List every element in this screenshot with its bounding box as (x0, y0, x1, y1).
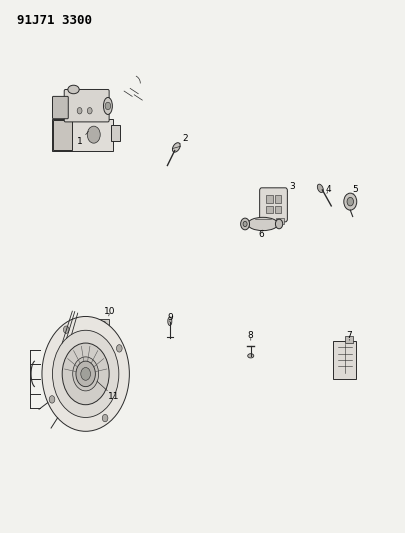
Circle shape (102, 414, 108, 422)
FancyBboxPatch shape (259, 188, 287, 222)
Circle shape (346, 197, 353, 206)
Bar (97, 319, 109, 329)
Circle shape (87, 126, 100, 143)
Circle shape (72, 357, 98, 391)
Circle shape (343, 193, 356, 210)
Circle shape (62, 343, 109, 405)
Ellipse shape (68, 85, 79, 94)
FancyBboxPatch shape (64, 90, 109, 122)
Circle shape (63, 326, 69, 334)
Ellipse shape (247, 217, 277, 231)
Circle shape (81, 368, 90, 380)
Text: 10: 10 (104, 307, 115, 316)
Bar (274, 206, 281, 213)
Ellipse shape (243, 221, 247, 227)
Ellipse shape (240, 218, 249, 230)
FancyBboxPatch shape (53, 120, 72, 150)
Ellipse shape (167, 317, 171, 326)
Bar (275, 218, 283, 224)
FancyBboxPatch shape (111, 125, 120, 141)
Bar (274, 195, 281, 203)
Ellipse shape (172, 143, 180, 152)
Ellipse shape (275, 219, 282, 229)
Circle shape (42, 317, 129, 431)
Circle shape (76, 361, 95, 386)
Ellipse shape (317, 184, 322, 192)
Text: 8: 8 (247, 331, 253, 340)
Bar (345, 336, 352, 343)
Text: 1: 1 (77, 137, 82, 146)
Text: 5: 5 (351, 185, 357, 194)
Circle shape (116, 345, 122, 352)
Circle shape (87, 108, 92, 114)
FancyBboxPatch shape (52, 119, 113, 151)
Bar (265, 206, 272, 213)
Circle shape (52, 330, 119, 417)
FancyBboxPatch shape (52, 96, 68, 119)
Ellipse shape (103, 98, 112, 115)
Text: 7: 7 (346, 331, 352, 340)
Text: 11: 11 (108, 392, 119, 401)
FancyBboxPatch shape (332, 341, 356, 378)
Text: 2: 2 (181, 134, 187, 143)
Text: 6: 6 (258, 230, 264, 239)
Ellipse shape (247, 354, 253, 358)
Text: 91J71 3300: 91J71 3300 (17, 14, 92, 27)
Text: 9: 9 (166, 312, 172, 321)
Text: 4: 4 (325, 185, 330, 194)
Text: 3: 3 (288, 182, 294, 191)
Bar (265, 195, 272, 203)
Circle shape (49, 395, 55, 403)
Circle shape (102, 321, 106, 327)
Circle shape (77, 108, 82, 114)
Circle shape (105, 102, 111, 110)
